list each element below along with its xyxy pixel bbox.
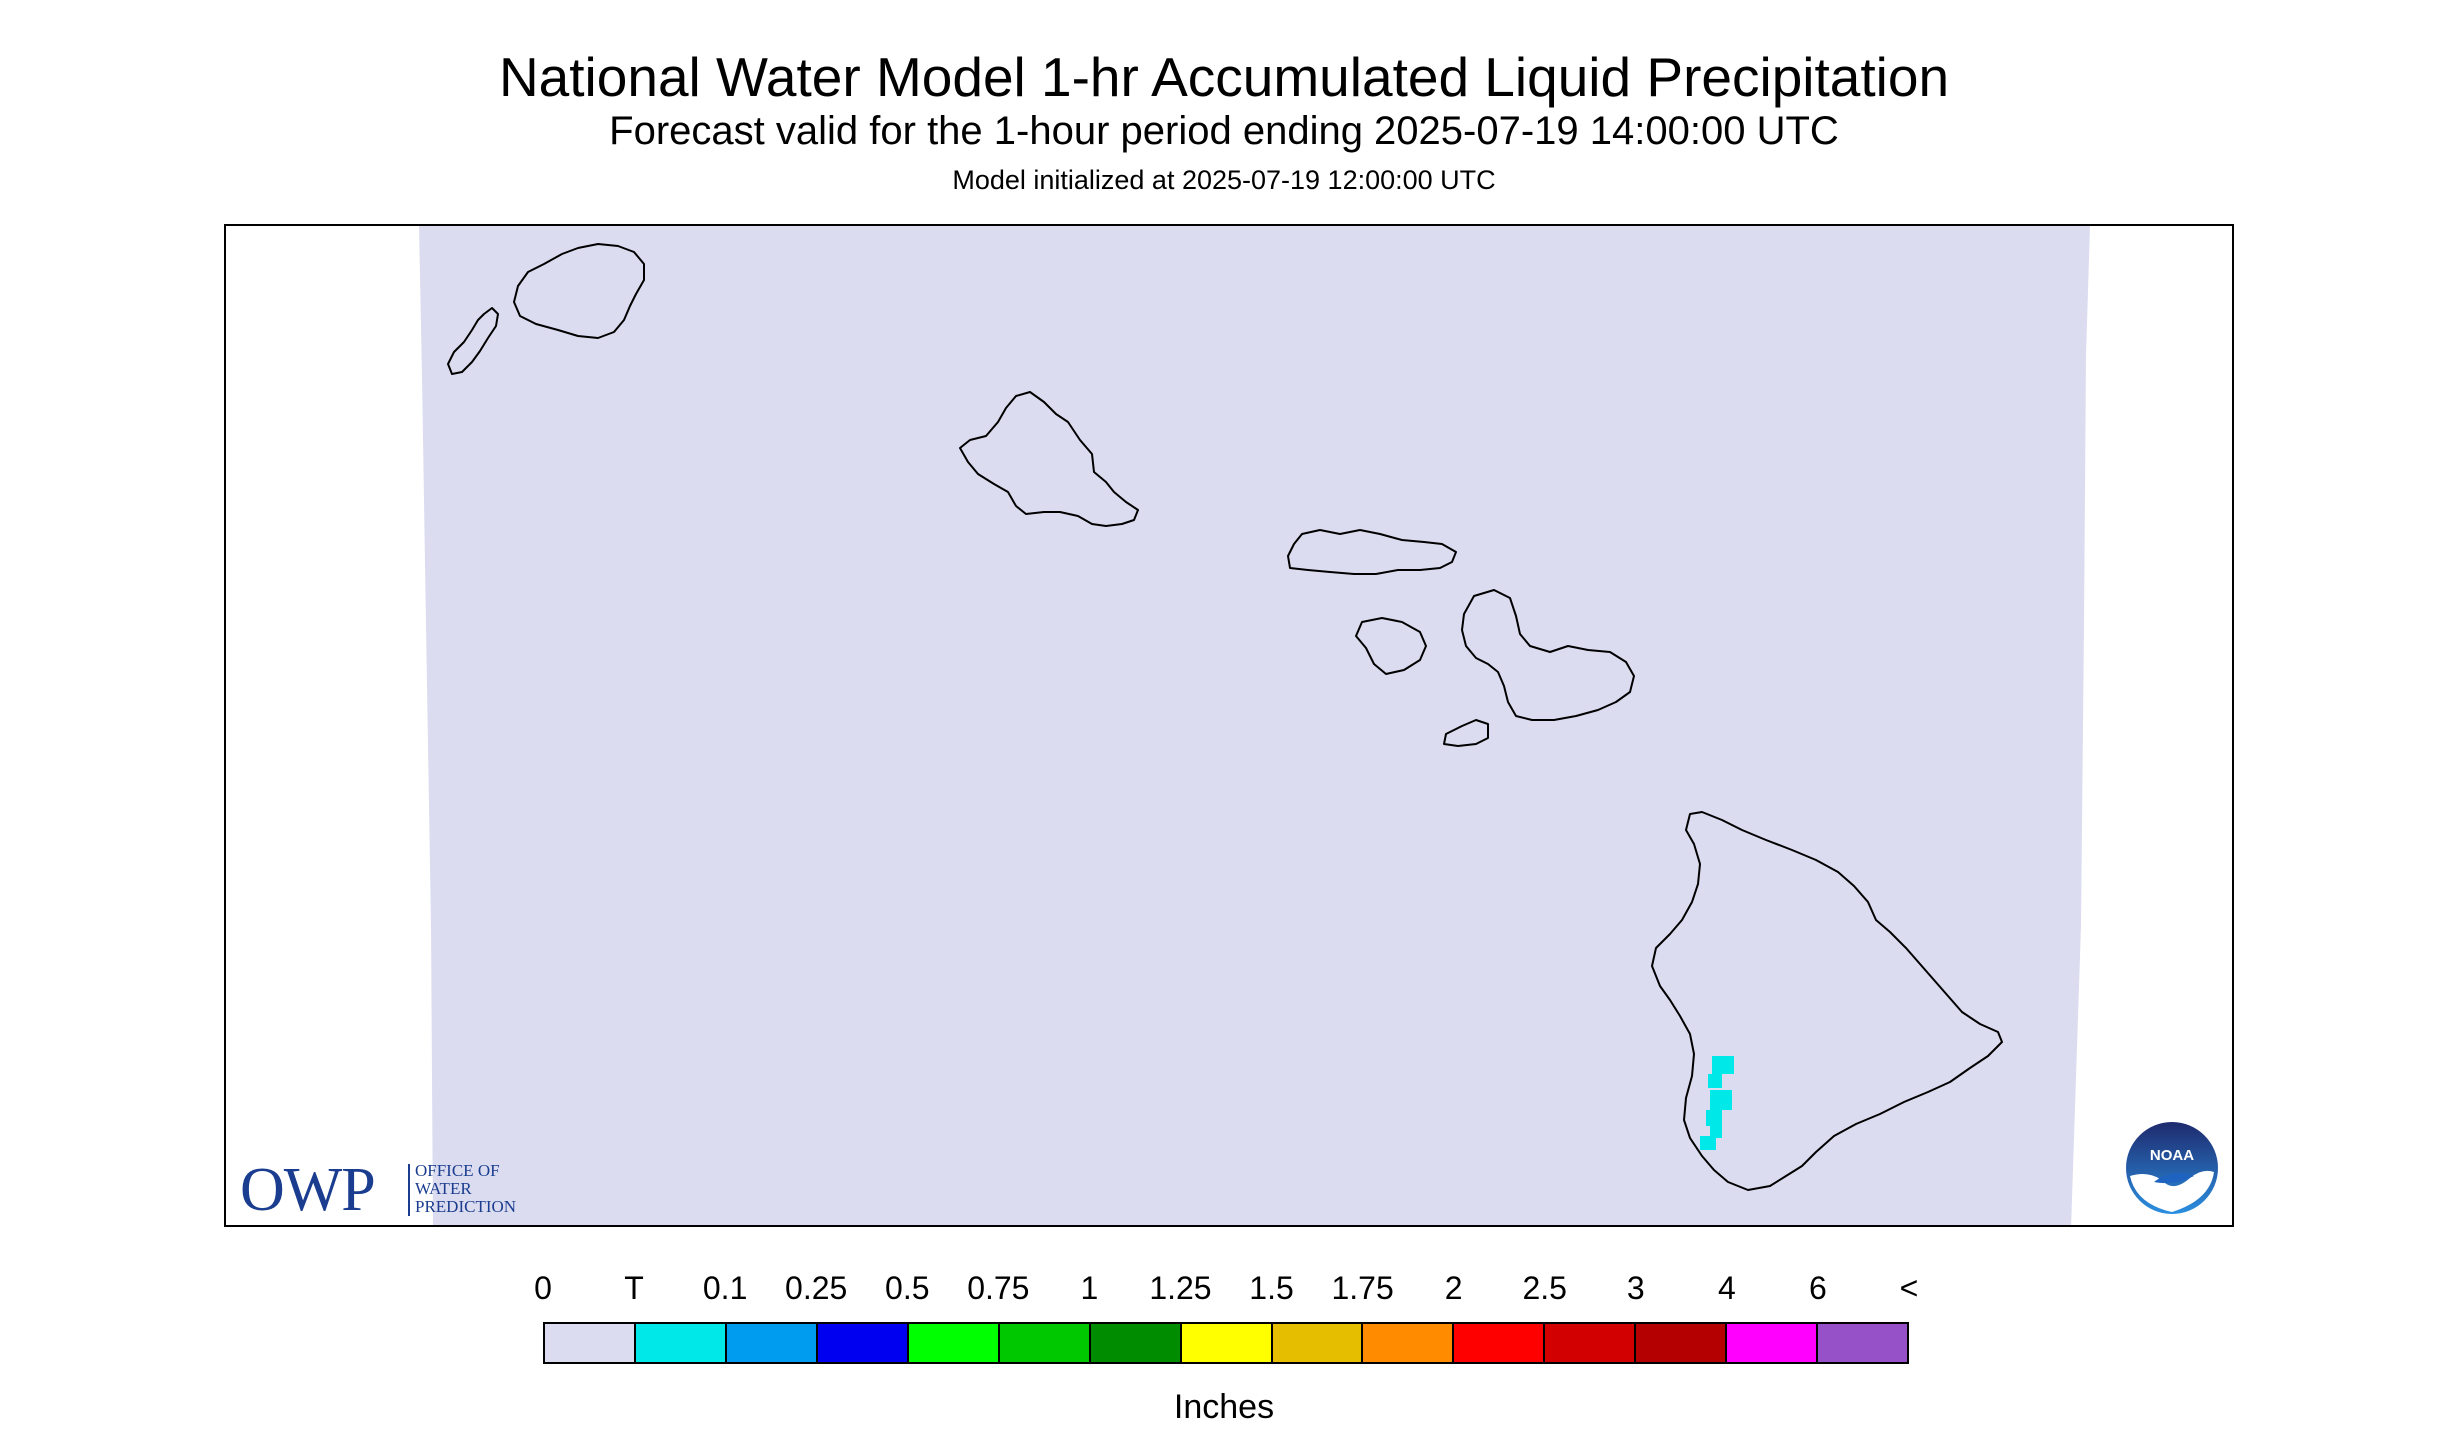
owp-line-3: PREDICTION	[415, 1197, 517, 1216]
legend-tick-label: 0.1	[702, 1270, 748, 1306]
legend-tick-label: 2.5	[1522, 1270, 1567, 1306]
legend-swatch	[726, 1324, 818, 1362]
precip-cells	[1700, 1056, 1734, 1150]
legend-swatch	[817, 1324, 909, 1362]
legend-tick-label: 6	[1809, 1270, 1827, 1306]
owp-logo-divider	[408, 1164, 410, 1216]
legend-swatch	[1181, 1324, 1273, 1362]
island-kahoolawe	[1443, 719, 1489, 747]
legend-tick-label: 1.75	[1331, 1270, 1394, 1306]
legend-tick-label: 0.25	[785, 1270, 848, 1306]
map-panel	[224, 224, 2234, 1227]
legend-swatch	[1727, 1324, 1819, 1362]
legend-swatch	[1545, 1324, 1637, 1362]
island-lanai	[1355, 617, 1427, 675]
legend-tick-label: 0.75	[967, 1270, 1030, 1306]
legend-tick-label: 0	[534, 1270, 552, 1306]
legend-swatch	[1818, 1324, 1908, 1362]
legend-tick-label: 2	[1444, 1270, 1463, 1306]
owp-logo: OWP OFFICE OF WATER PREDICTION	[240, 1156, 560, 1224]
hawaii-map	[419, 226, 2090, 1225]
legend-tick-label: 1.5	[1249, 1270, 1294, 1306]
owp-logo-subtitle: OFFICE OF WATER PREDICTION	[415, 1162, 516, 1216]
legend-tick-label: 3	[1626, 1270, 1645, 1306]
island-molokai	[1287, 529, 1457, 575]
map-title: National Water Model 1-hr Accumulated Li…	[498, 46, 1950, 108]
legend-tick-label: 4	[1717, 1270, 1736, 1306]
legend-swatch	[1636, 1324, 1728, 1362]
owp-logo-text: OWP	[240, 1156, 376, 1224]
island-niihau	[447, 307, 499, 375]
legend-swatch	[1090, 1324, 1182, 1362]
legend-swatch	[908, 1324, 1000, 1362]
legend-tick-label: 1.25	[1149, 1270, 1212, 1306]
legend-swatch	[1363, 1324, 1455, 1362]
legend-unit-label: Inches	[1173, 1388, 1275, 1426]
island-oahu	[959, 391, 1139, 527]
model-init-time: Model initialized at 2025-07-19 12:00:00…	[952, 165, 1496, 195]
legend-tick-label: 0.5	[885, 1270, 930, 1306]
legend-tick-label: T	[624, 1270, 644, 1306]
model-domain	[419, 226, 2090, 1225]
legend-tick-label: 1	[1080, 1270, 1099, 1306]
map-subtitle: Forecast valid for the 1-hour period end…	[609, 109, 1839, 153]
legend-swatch	[1454, 1324, 1546, 1362]
legend-labels: 0 T 0.1 0.25 0.5 0.75 1 1.25 1.5 1.75 2 2.5 3 4 6 <	[0, 1268, 2448, 1308]
owp-line-1: OFFICE OF	[415, 1161, 500, 1180]
island-kauai	[513, 243, 645, 339]
legend-swatch	[1272, 1324, 1364, 1362]
island-maui	[1461, 589, 1635, 721]
island-hawaii	[1651, 811, 2003, 1191]
legend-tick-label: <	[1899, 1270, 1919, 1306]
noaa-logo-text: NOAA	[2150, 1147, 2194, 1164]
noaa-logo-icon: NOAA	[2124, 1120, 2220, 1216]
legend-swatch	[545, 1324, 636, 1362]
legend-colorbar	[543, 1322, 1909, 1364]
legend-swatch	[999, 1324, 1091, 1362]
owp-line-2: WATER	[415, 1179, 472, 1198]
legend-swatch	[635, 1324, 727, 1362]
